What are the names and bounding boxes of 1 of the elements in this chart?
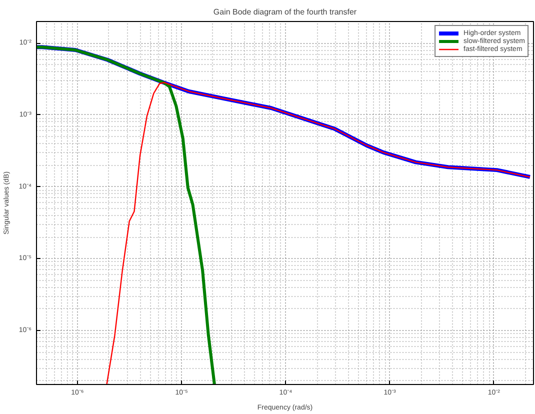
chart-title: Gain Bode diagram of the fourth transfer [213,8,357,16]
